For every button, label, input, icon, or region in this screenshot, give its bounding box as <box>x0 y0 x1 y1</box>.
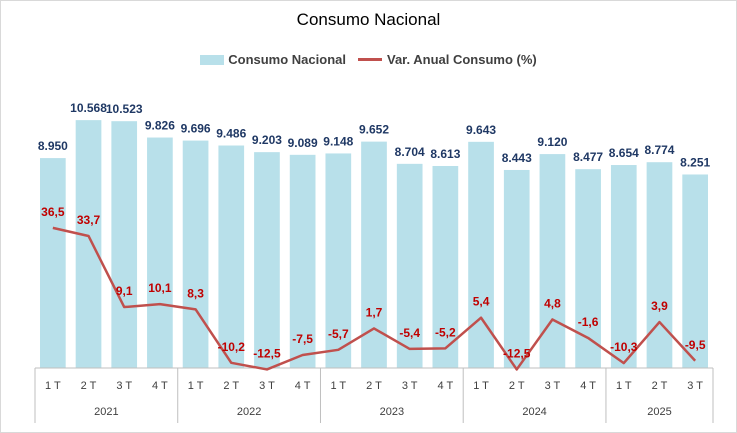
bar-18 <box>646 162 673 368</box>
bar-label-5: 9.696 <box>181 122 211 136</box>
bar-4 <box>147 137 173 368</box>
line-series-var-anual <box>52 226 697 371</box>
bar-label-8: 9.089 <box>288 136 318 150</box>
chart-title: Consumo Nacional <box>296 10 441 29</box>
line-label-12: -5,2 <box>435 325 456 339</box>
line-label-1: 36,5 <box>41 205 65 219</box>
bar-label-16: 8.477 <box>573 150 603 164</box>
legend-swatch-bar <box>200 54 225 65</box>
x-tick-label-15: 3 T <box>545 380 561 392</box>
bar-label-18: 8.774 <box>644 143 674 157</box>
x-tick-label-10: 2 T <box>366 380 382 392</box>
line-label-16: -1,6 <box>578 315 599 329</box>
bar-15 <box>539 154 566 368</box>
bar-19 <box>682 174 709 368</box>
year-label-2022: 2022 <box>237 406 261 418</box>
bar-8 <box>289 154 316 368</box>
legend-label-bar: Consumo Nacional <box>228 52 346 67</box>
year-label-2024: 2024 <box>522 406 546 418</box>
line-label-5: 8,3 <box>187 286 204 300</box>
line-label-3: 9,1 <box>116 284 133 298</box>
line-label-18: 3,9 <box>651 299 668 313</box>
bar-label-11: 8.704 <box>395 145 425 159</box>
x-tick-label-19: 3 T <box>687 380 703 392</box>
bar-label-7: 9.203 <box>252 133 282 147</box>
bar-label-1: 8.950 <box>38 139 68 153</box>
x-tick-label-8: 4 T <box>295 380 311 392</box>
bar-label-14: 8.443 <box>502 151 532 165</box>
bar-9 <box>325 153 352 368</box>
bar-10 <box>361 141 387 368</box>
x-tick-label-6: 2 T <box>223 380 239 392</box>
line-label-6: -10,2 <box>218 340 246 354</box>
x-tick-label-17: 1 T <box>616 380 632 392</box>
bar-label-10: 9.652 <box>359 123 389 137</box>
x-tick-label-5: 1 T <box>188 380 204 392</box>
bar-label-4: 9.826 <box>145 119 175 133</box>
bar-label-13: 9.643 <box>466 123 496 137</box>
x-tick-label-14: 2 T <box>509 380 525 392</box>
bar-11 <box>396 163 423 368</box>
bar-label-12: 8.613 <box>430 147 460 161</box>
legend-label-line: Var. Anual Consumo (%) <box>386 52 537 67</box>
year-label-2023: 2023 <box>380 406 404 418</box>
bar-6 <box>218 145 245 368</box>
x-tick-label-9: 1 T <box>330 380 346 392</box>
legend-entry-line: Var. Anual Consumo (%) <box>357 52 537 67</box>
x-tick-label-12: 4 T <box>438 380 454 392</box>
line-label-11: -5,4 <box>399 326 420 340</box>
year-label-2021: 2021 <box>94 406 118 418</box>
bar-3 <box>111 121 138 368</box>
bar-2 <box>75 120 102 369</box>
x-tick-label-2: 2 T <box>81 380 97 392</box>
x-tick-label-3: 3 T <box>116 380 132 392</box>
legend-entry-bar: Consumo Nacional <box>200 52 346 67</box>
bar-label-15: 9.120 <box>537 135 567 149</box>
bar-7 <box>254 152 280 368</box>
x-tick-label-1: 1 T <box>45 380 61 392</box>
line-label-15: 4,8 <box>544 296 561 310</box>
line-label-17: -10,3 <box>610 340 638 354</box>
bar-14 <box>503 169 530 368</box>
line-label-19: -9,5 <box>685 338 706 352</box>
x-tick-label-7: 3 T <box>259 380 275 392</box>
bar-17 <box>610 165 637 368</box>
line-label-2: 33,7 <box>77 213 101 227</box>
line-label-7: -12,5 <box>253 346 281 360</box>
x-tick-label-18: 2 T <box>652 380 668 392</box>
x-tick-label-16: 4 T <box>580 380 596 392</box>
legend-swatch-line <box>357 58 382 61</box>
line-label-10: 1,7 <box>366 305 383 319</box>
bar-12 <box>432 165 459 368</box>
x-tick-label-4: 4 T <box>152 380 168 392</box>
bar-label-9: 9.148 <box>323 134 353 148</box>
year-label-2025: 2025 <box>647 406 671 418</box>
bar-5 <box>182 140 209 368</box>
legend: Consumo Nacional Var. Anual Consumo (%) <box>0 52 737 67</box>
x-tick-label-13: 1 T <box>473 380 489 392</box>
line-label-9: -5,7 <box>328 327 349 341</box>
line-label-13: 5,4 <box>473 295 490 309</box>
line-label-14: -12,5 <box>503 346 531 360</box>
line-label-8: -7,5 <box>292 332 313 346</box>
bar-1 <box>39 158 66 368</box>
bar-label-6: 9.486 <box>216 127 246 141</box>
bar-label-19: 8.251 <box>680 155 710 169</box>
x-tick-label-11: 3 T <box>402 380 418 392</box>
bar-label-17: 8.654 <box>609 146 639 160</box>
bar-13 <box>468 141 494 368</box>
bar-label-3: 10.523 <box>106 102 143 116</box>
line-label-4: 10,1 <box>148 281 172 295</box>
bar-label-2: 10.568 <box>70 101 107 115</box>
